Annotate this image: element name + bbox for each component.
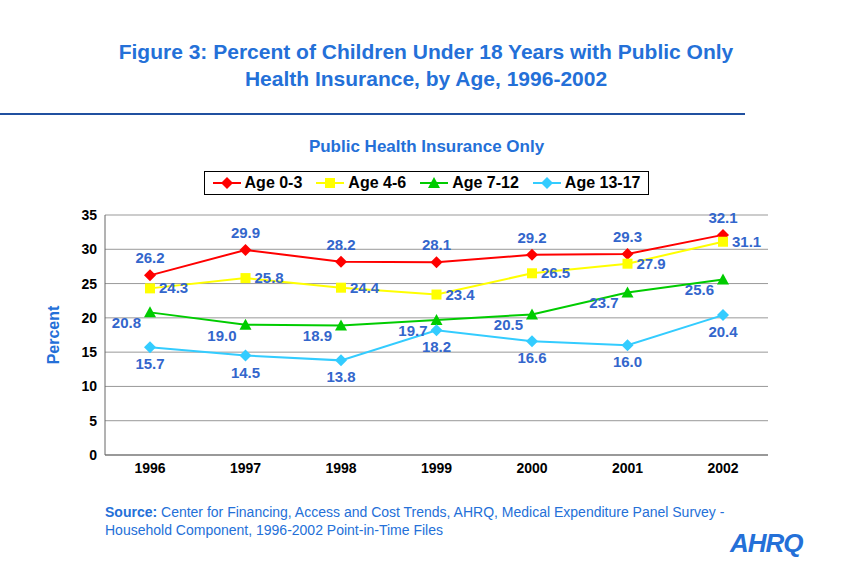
svg-text:Percent: Percent: [45, 305, 62, 364]
svg-text:24.4: 24.4: [350, 279, 380, 296]
html-text:Age 4-6: Age 4-6: [348, 174, 407, 191]
svg-text:1999: 1999: [421, 460, 452, 476]
svg-text:1997: 1997: [230, 460, 261, 476]
svg-text:35: 35: [81, 207, 97, 223]
html-text:Source: Center for Financing,: Source: Center for Financing, Access and…: [105, 504, 725, 538]
svg-text:26.5: 26.5: [541, 264, 570, 281]
svg-text:18.2: 18.2: [422, 338, 451, 355]
svg-text:1996: 1996: [134, 460, 165, 476]
html-text:Public Health Insurance Only: Public Health Insurance Only: [308, 137, 545, 156]
svg-text:2002: 2002: [707, 460, 738, 476]
svg-text:5: 5: [89, 413, 97, 429]
svg-text:13.8: 13.8: [326, 368, 355, 385]
svg-text:15: 15: [81, 344, 97, 360]
svg-text:25.8: 25.8: [255, 269, 284, 286]
svg-text:20: 20: [81, 310, 97, 326]
svg-text:27.9: 27.9: [637, 255, 666, 272]
html-text:Age 7-12: Age 7-12: [452, 174, 519, 191]
svg-text:25.6: 25.6: [685, 281, 714, 298]
svg-text:18.9: 18.9: [303, 327, 332, 344]
svg-text:19.0: 19.0: [207, 327, 236, 344]
svg-text:19.7: 19.7: [398, 322, 427, 339]
svg-text:2000: 2000: [516, 460, 547, 476]
svg-text:14.5: 14.5: [231, 364, 260, 381]
svg-text:2001: 2001: [612, 460, 643, 476]
html-text:Figure 3: Percent of Children: Figure 3: Percent of Children Under 18 Y…: [118, 40, 734, 90]
svg-text:28.1: 28.1: [422, 236, 451, 253]
svg-text:26.2: 26.2: [135, 249, 164, 266]
html-text:Age 0-3: Age 0-3: [244, 174, 303, 191]
svg-text:20.4: 20.4: [708, 323, 738, 340]
svg-text:20.5: 20.5: [494, 316, 523, 333]
svg-text:16.6: 16.6: [517, 349, 546, 366]
svg-text:30: 30: [81, 241, 97, 257]
svg-text:1998: 1998: [325, 460, 356, 476]
html-text:AHRQ: AHRQ: [730, 528, 803, 558]
svg-text:29.9: 29.9: [231, 224, 260, 241]
svg-text:24.3: 24.3: [159, 279, 188, 296]
svg-text:32.1: 32.1: [708, 209, 737, 226]
svg-text:31.1: 31.1: [732, 233, 761, 250]
svg-text:0: 0: [89, 447, 97, 463]
svg-text:15.7: 15.7: [135, 355, 164, 372]
svg-text:29.3: 29.3: [613, 228, 642, 245]
svg-text:23.7: 23.7: [589, 294, 618, 311]
svg-text:10: 10: [81, 378, 97, 394]
html-text:Age 13-17: Age 13-17: [564, 174, 641, 191]
svg-text:28.2: 28.2: [326, 236, 355, 253]
svg-text:23.4: 23.4: [446, 286, 476, 303]
svg-text:29.2: 29.2: [517, 229, 546, 246]
svg-text:25: 25: [81, 276, 97, 292]
svg-text:20.8: 20.8: [112, 314, 141, 331]
svg-text:16.0: 16.0: [613, 353, 642, 370]
